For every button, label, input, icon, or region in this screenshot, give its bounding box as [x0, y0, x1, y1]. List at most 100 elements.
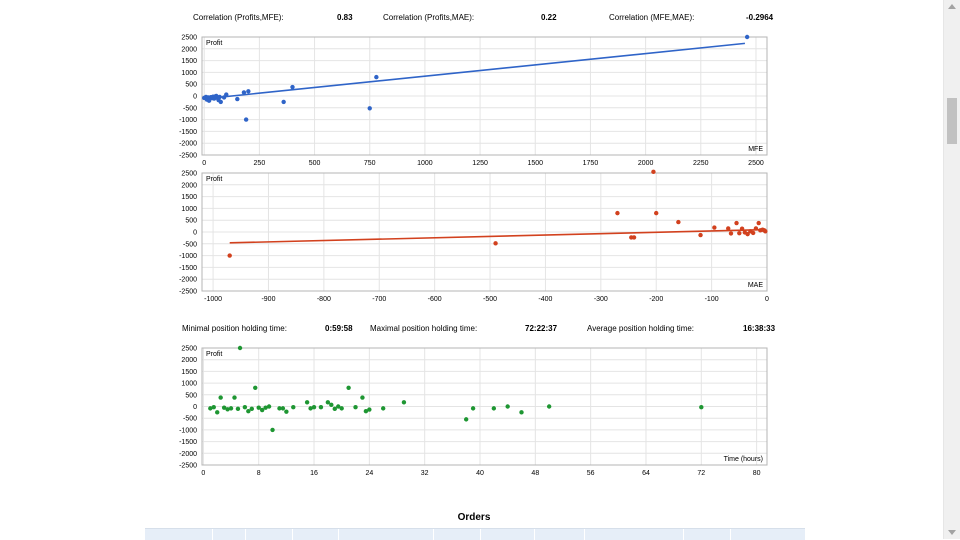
data-point [360, 395, 365, 400]
data-point [217, 94, 222, 100]
data-point [699, 405, 704, 410]
data-point [218, 395, 223, 400]
x-tick-label: 250 [254, 160, 266, 167]
x-axis-label: MAE [748, 282, 764, 289]
data-point [676, 219, 681, 225]
scroll-up-arrow-icon[interactable] [948, 4, 956, 9]
data-point [493, 241, 498, 246]
data-point [211, 405, 216, 410]
y-tick-label: 0 [193, 94, 197, 101]
corr-profits-mfe-value: 0.83 [337, 13, 353, 22]
data-point [235, 96, 240, 102]
data-point [546, 404, 552, 409]
data-point [631, 235, 637, 240]
data-point [246, 408, 251, 414]
data-point [745, 231, 750, 237]
data-point [491, 406, 497, 411]
x-tick-label: 8 [257, 470, 261, 477]
data-point [750, 230, 756, 236]
y-tick-label: -1000 [179, 117, 197, 124]
scroll-thumb[interactable] [947, 98, 957, 144]
x-tick-label: -300 [594, 296, 608, 303]
y-tick-label: -1500 [179, 129, 197, 136]
data-point [291, 405, 296, 410]
x-tick-label: -900 [261, 296, 275, 303]
data-point [225, 407, 230, 412]
x-tick-label: 48 [531, 470, 539, 477]
data-point [519, 410, 524, 415]
orders-table-header [145, 528, 805, 540]
holding-time-row: Minimal position holding time: 0:59:58 M… [0, 324, 940, 340]
scroll-down-arrow-icon[interactable] [948, 530, 956, 535]
data-point [339, 406, 344, 411]
data-point [237, 345, 243, 351]
y-tick-label: -2500 [179, 153, 197, 160]
x-tick-label: 2500 [748, 160, 764, 167]
y-tick-label: 2500 [181, 35, 197, 42]
x-tick-label: -600 [428, 296, 442, 303]
data-point [259, 407, 265, 413]
x-tick-label: 40 [476, 470, 484, 477]
data-point [336, 404, 341, 409]
y-tick-label: 0 [193, 404, 197, 411]
data-point [232, 395, 237, 400]
plot-frame [201, 36, 768, 156]
x-axis-label: Time (hours) [724, 456, 763, 463]
y-tick-label: 2000 [181, 357, 197, 364]
data-point [739, 226, 745, 231]
avg-holding-value: 16:38:33 [743, 324, 776, 333]
data-point [227, 253, 232, 258]
y-axis-label: Profit [206, 351, 222, 358]
data-point [726, 226, 731, 231]
data-point [253, 385, 258, 390]
y-tick-label: -2500 [179, 463, 197, 470]
x-tick-label: -700 [372, 296, 386, 303]
data-point [728, 231, 734, 236]
x-tick-label: 1500 [527, 160, 543, 167]
data-point [284, 409, 289, 414]
corr-profits-mae-value: 0.22 [541, 13, 557, 22]
data-point [311, 405, 317, 410]
x-tick-label: 1250 [472, 160, 488, 167]
y-tick-label: 2500 [181, 171, 197, 178]
vertical-scrollbar[interactable] [943, 0, 960, 539]
data-point [756, 220, 761, 226]
avg-holding-label: Average position holding time: [587, 324, 695, 333]
data-point [241, 90, 247, 95]
data-point [280, 406, 286, 411]
data-point [206, 98, 212, 103]
max-holding-value: 72:22:37 [525, 324, 558, 333]
x-tick-label: 2250 [693, 160, 709, 167]
y-tick-label: 500 [185, 392, 197, 399]
y-tick-label: 500 [185, 82, 197, 89]
x-tick-label: -400 [538, 296, 552, 303]
data-point [367, 106, 372, 111]
y-tick-label: 2500 [181, 346, 197, 353]
data-point [332, 406, 337, 412]
y-tick-label: 500 [185, 218, 197, 225]
y-tick-label: -2000 [179, 451, 197, 458]
y-tick-label: 0 [193, 230, 197, 237]
data-point [463, 417, 469, 422]
x-axis-label: MFE [748, 146, 763, 153]
x-tick-label: 500 [309, 160, 321, 167]
data-point [318, 405, 324, 410]
corr-mfe-mae-value: -0.2964 [746, 13, 774, 22]
y-tick-label: -2500 [179, 289, 197, 296]
y-tick-label: 1500 [181, 194, 197, 201]
y-tick-label: 1500 [181, 369, 197, 376]
x-tick-label: -1000 [204, 296, 222, 303]
x-tick-label: 750 [364, 160, 376, 167]
data-point [243, 117, 249, 122]
y-tick-label: -1000 [179, 253, 197, 260]
x-tick-label: 80 [753, 470, 761, 477]
data-point [401, 400, 407, 405]
data-point [266, 404, 272, 409]
data-point [215, 410, 220, 415]
correlation-row: Correlation (Profits,MFE): 0.83 Correlat… [0, 13, 940, 29]
data-point [304, 400, 310, 405]
y-tick-label: 2000 [181, 182, 197, 189]
data-point [367, 407, 372, 412]
data-point [242, 405, 248, 410]
x-tick-label: -500 [483, 296, 497, 303]
